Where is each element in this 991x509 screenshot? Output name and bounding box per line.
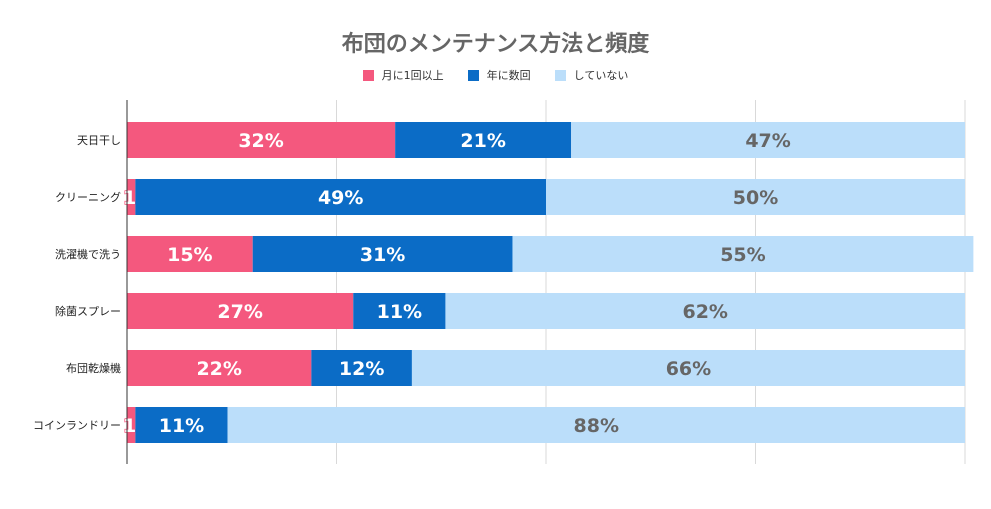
bar-segment [445, 293, 965, 329]
data-label: 27% [217, 301, 262, 323]
bar-segment [353, 293, 446, 329]
category-label: 布団乾燥機 [66, 361, 121, 375]
legend-label-yearly: 年に数回 [486, 69, 531, 82]
bar-segment [127, 179, 136, 215]
bar-segment [135, 407, 228, 443]
bar-segment [135, 179, 546, 215]
legend-label-monthly: 月に1回以上 [381, 69, 444, 82]
category-label: コインランドリー [33, 419, 121, 432]
bar-segment [411, 350, 965, 386]
legend-label-none: していない [573, 69, 629, 82]
data-label: 62% [682, 301, 727, 323]
data-label: 21% [460, 130, 505, 152]
bar-segment [127, 293, 354, 329]
data-label: 47% [745, 130, 790, 152]
bar-segment [127, 122, 396, 158]
bar-segment [127, 407, 136, 443]
category-label: 洗濯機で洗う [55, 247, 121, 261]
category-label: 除菌スプレー [55, 304, 121, 318]
data-label: 12% [339, 358, 384, 380]
bar-segment [127, 350, 312, 386]
legend-swatch-none [554, 69, 566, 81]
bar-segment [512, 236, 974, 272]
data-label: 88% [574, 415, 619, 437]
data-label: 66% [666, 358, 711, 380]
category-label: 天日干し [77, 134, 121, 147]
legend-swatch-yearly [467, 69, 479, 81]
chart-title: 布団のメンテナンス方法と頻度 [341, 32, 650, 57]
data-label: 11% [377, 301, 422, 323]
legend-item-monthly: 月に1回以上 [362, 67, 444, 83]
data-label: 15% [167, 244, 212, 266]
bar-segment [395, 122, 572, 158]
bar-segment [227, 407, 965, 443]
bar-segment [252, 236, 513, 272]
legend: 月に1回以上 年に数回 していない [0, 67, 991, 83]
data-label: 31% [360, 244, 405, 266]
data-label: 22% [196, 358, 241, 380]
bar-segment [127, 236, 253, 272]
category-label: クリーニング [55, 190, 121, 204]
legend-item-yearly: 年に数回 [467, 67, 531, 83]
legend-swatch-monthly [362, 69, 374, 81]
data-label: 32% [238, 130, 283, 152]
data-label: 50% [733, 187, 778, 209]
legend-item-none: していない [554, 67, 629, 83]
bar-segment [311, 350, 412, 386]
data-label: 49% [318, 187, 363, 209]
bar-segment [546, 179, 965, 215]
data-label: 55% [720, 244, 765, 266]
bar-segment [571, 122, 965, 158]
data-label: 11% [159, 415, 204, 437]
